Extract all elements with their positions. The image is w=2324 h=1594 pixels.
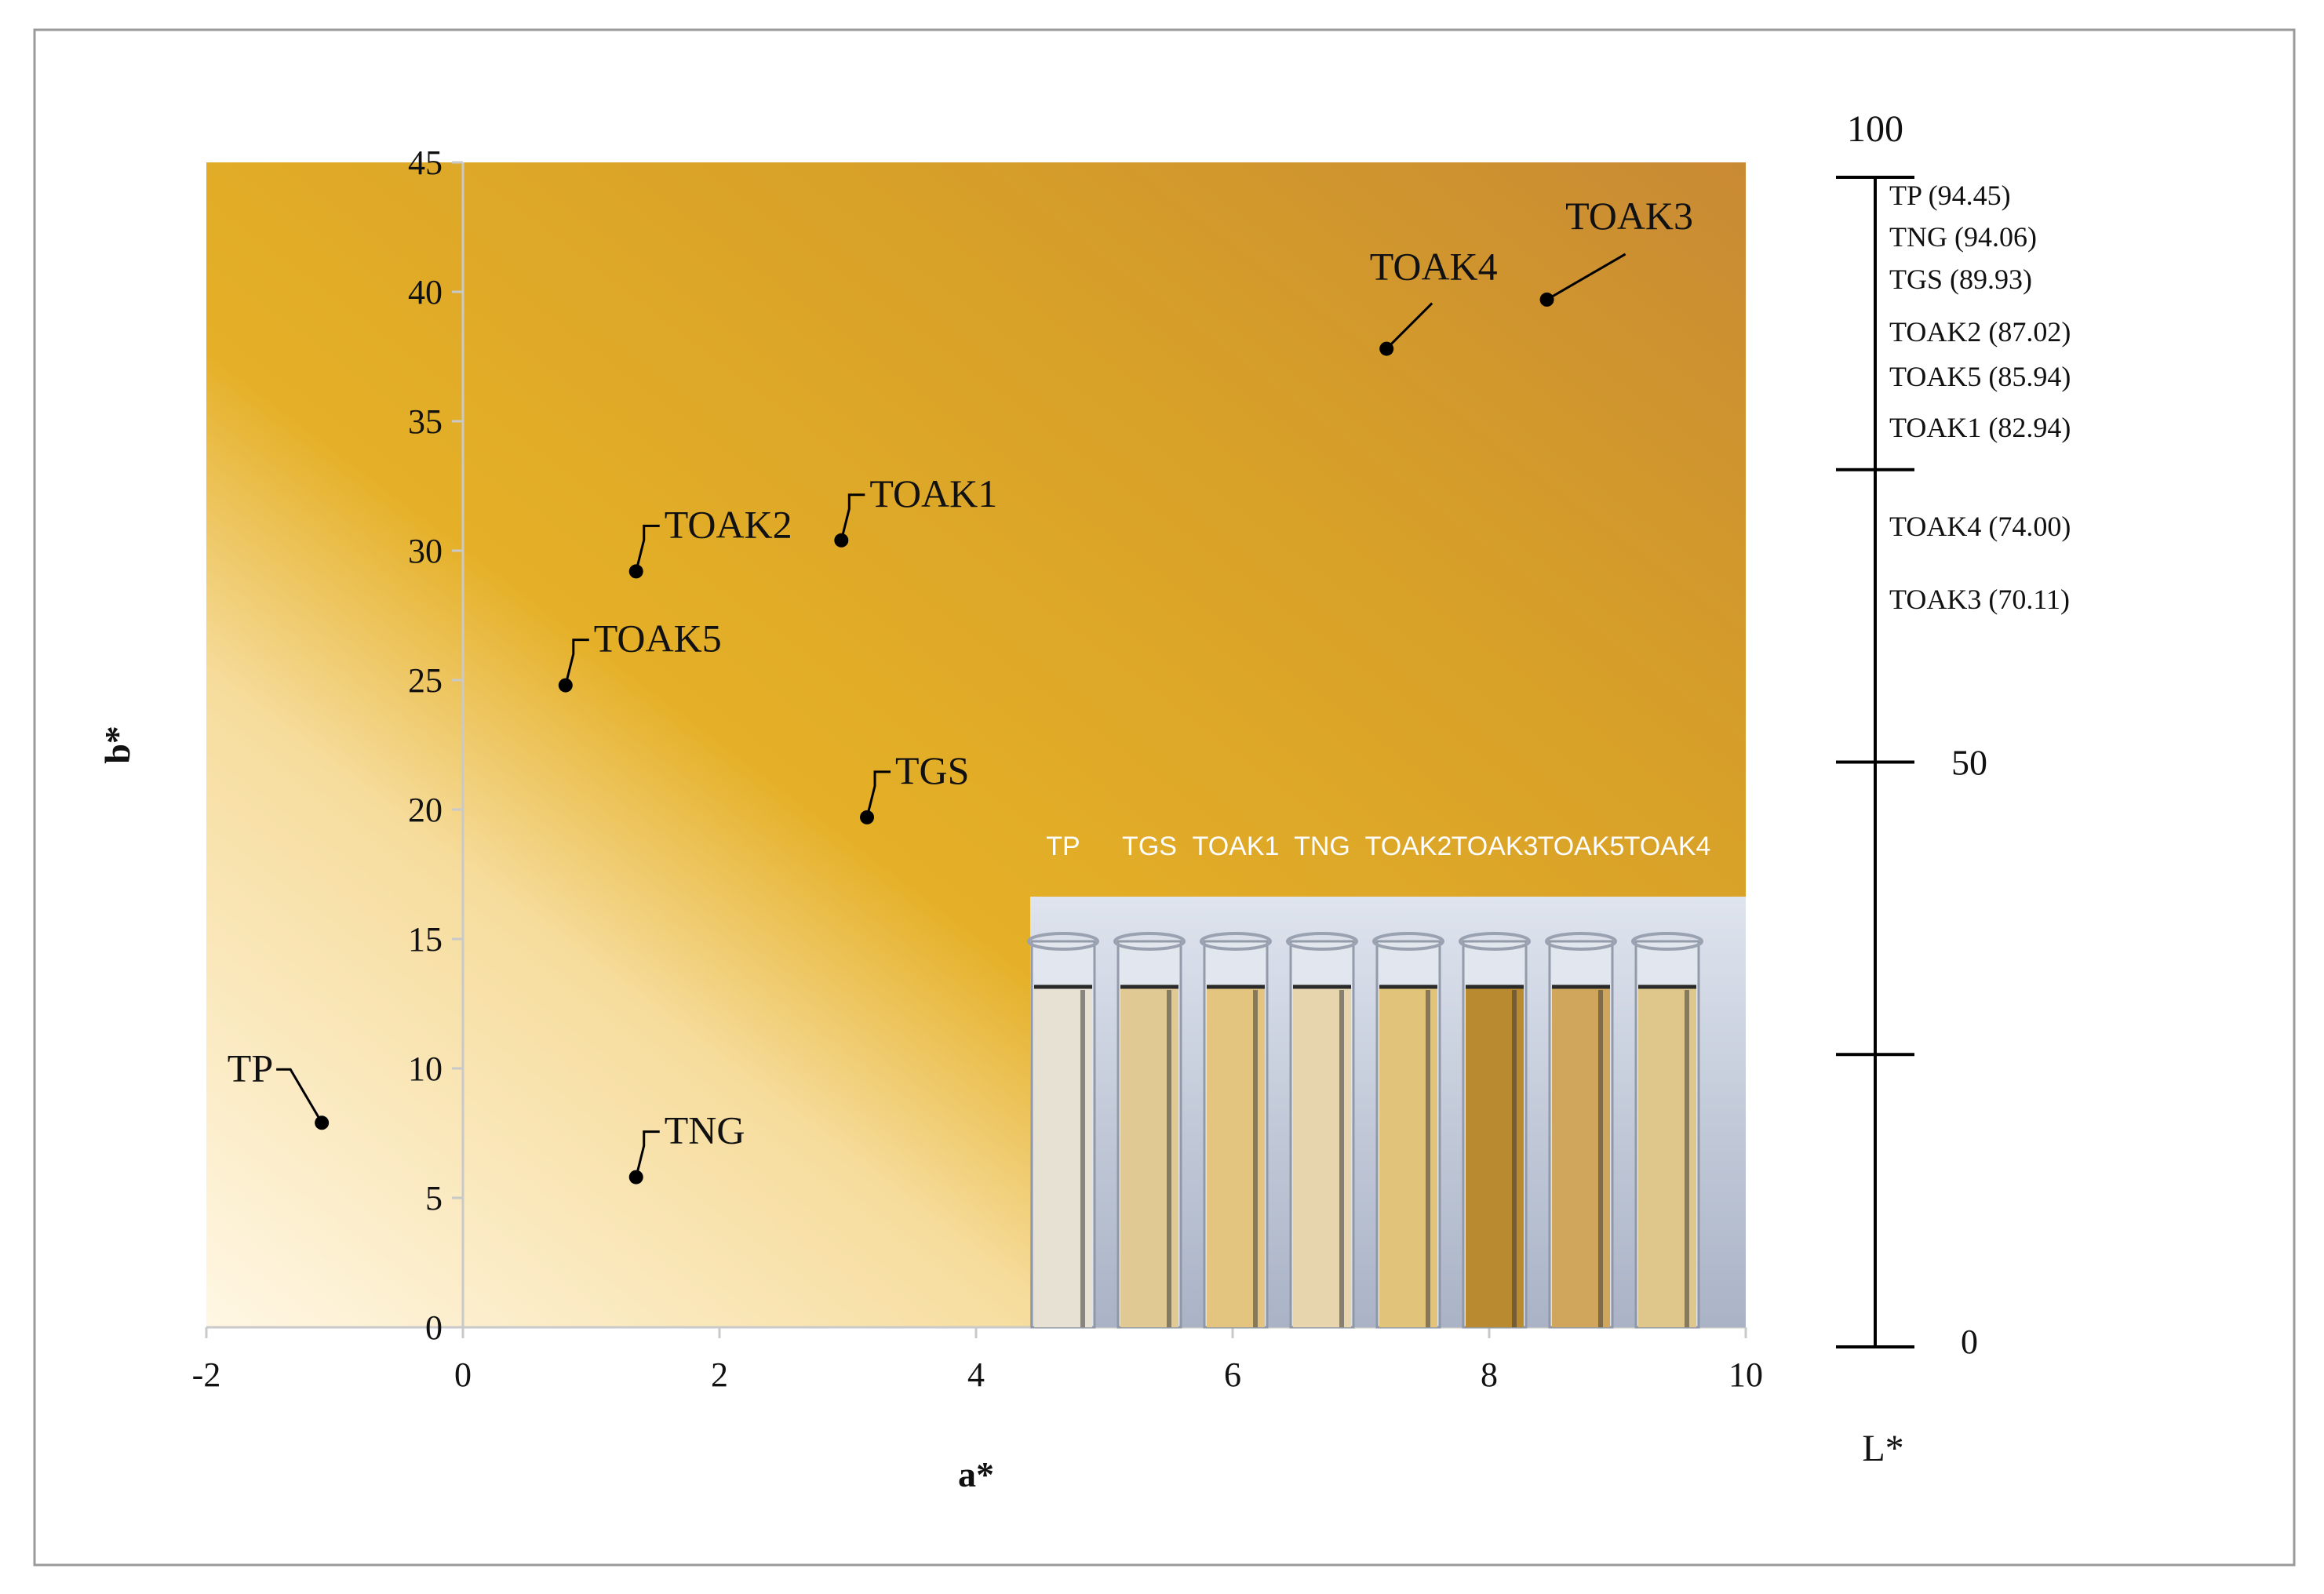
y-tick-label: 10: [408, 1050, 443, 1088]
data-point: [860, 810, 875, 824]
data-point: [558, 678, 573, 693]
y-tick-label: 40: [408, 273, 443, 311]
tube-label: TP: [1046, 832, 1080, 861]
l-scale-axis-title: L*: [1862, 1428, 1903, 1469]
test-tube-rim: [1631, 932, 1703, 951]
tube-shadow: [1598, 990, 1603, 1327]
leader-line: [840, 493, 865, 541]
tube-shadow: [1685, 990, 1689, 1327]
x-axis-title: a*: [958, 1454, 994, 1494]
l-scale-entry: TOAK3 (70.11): [1889, 584, 2070, 615]
point-label: TNG: [665, 1108, 745, 1152]
test-tube-rim: [1372, 932, 1444, 951]
data-points: TP TNG TGS TOAK5 TOAK2 TOAK1 TOAK4 TOAK3: [228, 194, 1693, 1185]
point-label: TGS: [895, 748, 969, 792]
data-point: [628, 564, 643, 579]
l-scale-mid-label: 50: [1951, 743, 1987, 783]
x-tick-label: -2: [192, 1356, 221, 1394]
leader-line: [276, 1068, 323, 1124]
tube-photo-inset: TP TGS TOAK1 TNG TOAK2 TOAK3 TOAK5 TOAK4: [1027, 832, 1746, 1329]
y-tick-label: 30: [408, 532, 443, 570]
l-star-scale: 100 50 0 L* TP (94.45) TNG (94.06) TGS (89.93)…: [1836, 108, 2071, 1469]
l-scale-entry: TNG (94.06): [1889, 221, 2037, 253]
tube-label: TOAK5: [1538, 832, 1625, 861]
leader-line: [1386, 302, 1433, 350]
tube-label: TOAK3: [1452, 832, 1539, 861]
y-tick-label: 25: [408, 661, 443, 700]
point-label: TOAK3: [1565, 194, 1693, 238]
l-scale-bottom-label: 0: [1961, 1323, 1978, 1361]
point-label: TOAK5: [594, 617, 722, 661]
l-scale-entry: TOAK1 (82.94): [1889, 412, 2071, 443]
leader-line: [865, 770, 891, 818]
l-scale-entry: TP (94.45): [1889, 180, 2011, 211]
x-tick-label: 10: [1728, 1356, 1763, 1394]
tube-label: TOAK1: [1193, 832, 1280, 861]
tube-shadow: [1512, 990, 1517, 1327]
leader-line: [635, 1130, 660, 1177]
data-point: [1379, 341, 1394, 356]
data-point: [628, 1170, 643, 1185]
y-tick-label: 20: [408, 791, 443, 829]
tube-shadow: [1339, 990, 1344, 1327]
tube-shadow: [1253, 990, 1258, 1327]
leader-line: [564, 639, 589, 686]
point-label: TP: [228, 1046, 273, 1090]
x-tick-label: 2: [711, 1356, 728, 1394]
point-label: TOAK4: [1370, 245, 1498, 289]
point-label: TOAK1: [869, 471, 997, 515]
x-tick-label: 4: [967, 1356, 985, 1394]
test-tube-rim: [1286, 932, 1358, 951]
test-tube-rim: [1459, 932, 1531, 951]
tube-shadow: [1426, 990, 1430, 1327]
y-tick-label: 45: [408, 144, 443, 182]
x-tick-label: 8: [1481, 1356, 1498, 1394]
axes: 0 5 10 15 20 25 30 35 40 45 -2 0 2 4 6 8 10 a* b*: [97, 144, 1763, 1494]
y-tick-label: 0: [425, 1308, 443, 1347]
l-scale-entry: TGS (89.93): [1889, 264, 2032, 295]
data-point: [834, 533, 849, 548]
y-tick-label: 5: [425, 1179, 443, 1217]
tube-label: TGS: [1122, 832, 1177, 861]
test-tube-rim: [1545, 932, 1617, 951]
point-label: TOAK2: [665, 502, 792, 546]
tube-shadow: [1080, 990, 1085, 1327]
x-tick-label: 6: [1224, 1356, 1241, 1394]
l-scale-top-label: 100: [1847, 108, 1903, 150]
x-tick-label: 0: [454, 1356, 472, 1394]
y-axis-title: b*: [97, 726, 137, 764]
leader-line: [1546, 253, 1626, 301]
tube-label: TOAK4: [1624, 832, 1711, 861]
data-point: [1539, 292, 1554, 307]
test-tube-rim: [1200, 932, 1272, 951]
y-tick-label: 15: [408, 920, 443, 959]
y-tick-label: 35: [408, 402, 443, 441]
tube-shadow: [1167, 990, 1171, 1327]
l-scale-entry: TOAK2 (87.02): [1889, 316, 2071, 348]
tube-label: TOAK2: [1365, 832, 1452, 861]
test-tube-rim: [1113, 932, 1186, 951]
test-tube-rim: [1027, 932, 1099, 951]
tube-label: TNG: [1294, 832, 1350, 861]
leader-line: [635, 524, 660, 572]
data-point: [315, 1115, 330, 1130]
l-scale-entry: TOAK5 (85.94): [1889, 361, 2071, 392]
l-scale-entry: TOAK4 (74.00): [1889, 511, 2071, 542]
